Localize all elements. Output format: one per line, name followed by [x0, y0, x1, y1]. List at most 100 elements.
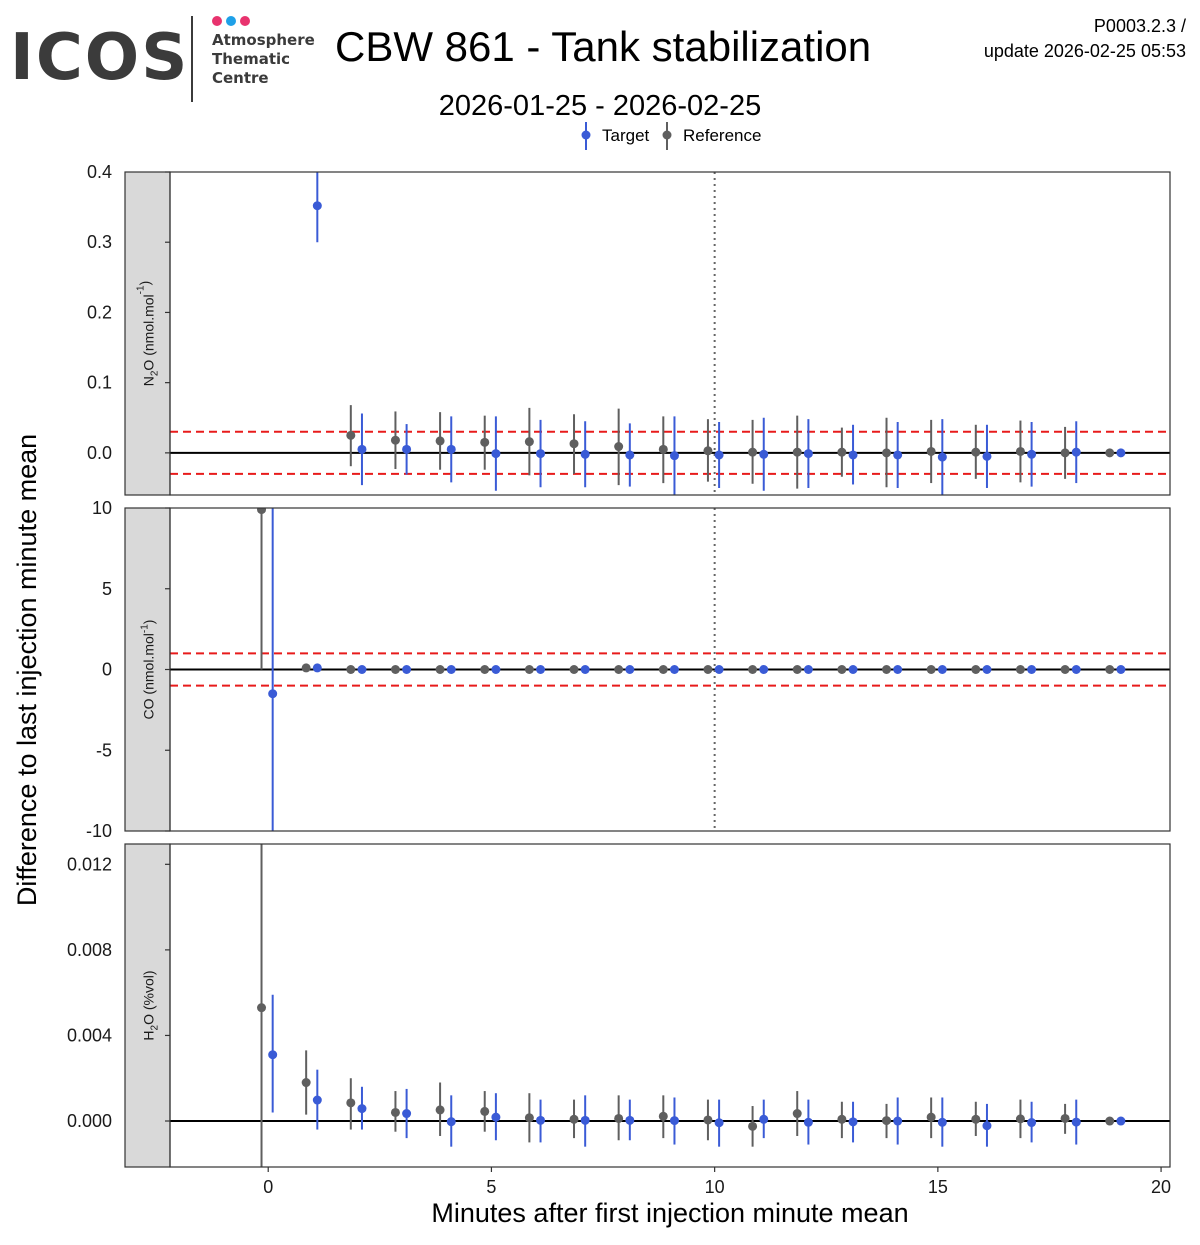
- point-target: [1027, 665, 1037, 674]
- icos-logo: ICOS Atmosphere Thematic Centre: [10, 14, 330, 109]
- panel-co: CO (nmol.mol-1) -10 -5 0 5 10: [86, 498, 1171, 841]
- point-reference: [390, 665, 400, 674]
- point-target: [446, 1095, 456, 1147]
- data-point: [937, 665, 947, 674]
- legend-item-reference: Reference: [662, 122, 761, 150]
- y-tick-label: 10: [92, 498, 112, 518]
- data-point: [982, 451, 992, 461]
- point-target: [491, 1093, 501, 1141]
- point-reference: [658, 1095, 668, 1139]
- point-reference: [569, 414, 579, 474]
- point-target: [893, 1097, 903, 1145]
- point-reference: [390, 411, 400, 470]
- data-point: [625, 665, 635, 674]
- version-line-2: update 2026-02-25 05:53: [983, 41, 1186, 61]
- data-point: [569, 665, 579, 674]
- logo-divider: [191, 16, 193, 102]
- point-reference: [1105, 665, 1115, 674]
- data-point: [480, 665, 490, 674]
- data-point: [714, 1118, 724, 1128]
- data-point: [614, 442, 624, 452]
- point-reference: [1060, 426, 1070, 479]
- point-target: [848, 424, 858, 485]
- data-point: [1027, 1118, 1037, 1128]
- version-info: P0003.2.3 / update 2026-02-25 05:53: [984, 14, 1186, 64]
- point-target: [268, 508, 278, 831]
- data-point: [625, 1115, 635, 1125]
- point-target: [1116, 1116, 1126, 1126]
- y-tick-label: 0.3: [87, 232, 112, 252]
- data-point: [480, 1106, 490, 1116]
- data-point: [435, 436, 445, 446]
- data-point: [536, 449, 546, 459]
- legend-label: Reference: [683, 126, 761, 145]
- data-point: [926, 1112, 936, 1122]
- data-point: [703, 446, 713, 456]
- point-target: [536, 665, 546, 674]
- legend-label: Target: [602, 126, 650, 145]
- point-target: [937, 1097, 947, 1147]
- data-point: [268, 1050, 278, 1060]
- panel-strip-label: CO (nmol.mol-1): [140, 620, 157, 720]
- data-point: [1060, 665, 1070, 674]
- x-axis-label: Minutes after first injection minute mea…: [431, 1198, 908, 1228]
- point-reference: [614, 1095, 624, 1141]
- data-point: [491, 1112, 501, 1122]
- data-point: [848, 665, 858, 674]
- data-point: [937, 1117, 947, 1127]
- logo-line-2: Thematic: [212, 50, 291, 68]
- point-target: [1116, 448, 1126, 458]
- data-point: [748, 447, 758, 457]
- y-tick-label: 0.4: [87, 162, 112, 182]
- panel-plot-area: [170, 844, 1170, 1167]
- point-target: [1071, 421, 1081, 484]
- point-reference: [346, 405, 356, 467]
- panel-strip: [124, 507, 171, 832]
- data-point: [748, 1121, 758, 1131]
- data-point: [1105, 665, 1115, 674]
- data-point: [759, 665, 769, 674]
- panel-h2o: H2O (%vol) 0.000 0.004 0.008 0.012: [67, 843, 1171, 1168]
- data-point: [614, 665, 624, 674]
- y-tick-label: 0.008: [67, 940, 112, 960]
- point-reference: [748, 419, 758, 484]
- point-target: [491, 416, 501, 491]
- data-point: [669, 1116, 679, 1126]
- panel-strip: [124, 171, 171, 496]
- data-point: [971, 665, 981, 674]
- y-tick-label: 0.2: [87, 302, 112, 322]
- point-reference: [971, 424, 981, 479]
- point-reference: [257, 844, 267, 1167]
- data-point: [346, 430, 356, 440]
- point-reference: [301, 1050, 311, 1115]
- data-point: [491, 665, 501, 674]
- data-point: [658, 665, 668, 674]
- data-point: [759, 449, 769, 459]
- point-reference: [435, 665, 445, 674]
- data-point: [1071, 447, 1081, 457]
- data-point: [301, 1078, 311, 1088]
- point-reference: [882, 1103, 892, 1139]
- legend-key-point: [581, 130, 591, 140]
- data-point: [312, 1095, 322, 1105]
- data-point: [569, 1114, 579, 1124]
- data-point: [580, 449, 590, 459]
- point-reference: [569, 665, 579, 674]
- data-point: [357, 665, 367, 674]
- data-point: [893, 665, 903, 674]
- point-target: [580, 421, 590, 488]
- point-reference: [346, 1078, 356, 1130]
- point-reference: [926, 1097, 936, 1139]
- data-point: [882, 665, 892, 674]
- point-target: [759, 665, 769, 674]
- y-tick-label: 0.1: [87, 373, 112, 393]
- data-point: [714, 665, 724, 674]
- data-point: [982, 665, 992, 674]
- point-target: [714, 665, 724, 674]
- point-reference: [1105, 1116, 1115, 1126]
- point-target: [848, 1101, 858, 1143]
- point-target: [446, 416, 456, 483]
- data-point: [446, 1117, 456, 1127]
- data-point: [669, 665, 679, 674]
- data-point: [658, 444, 668, 454]
